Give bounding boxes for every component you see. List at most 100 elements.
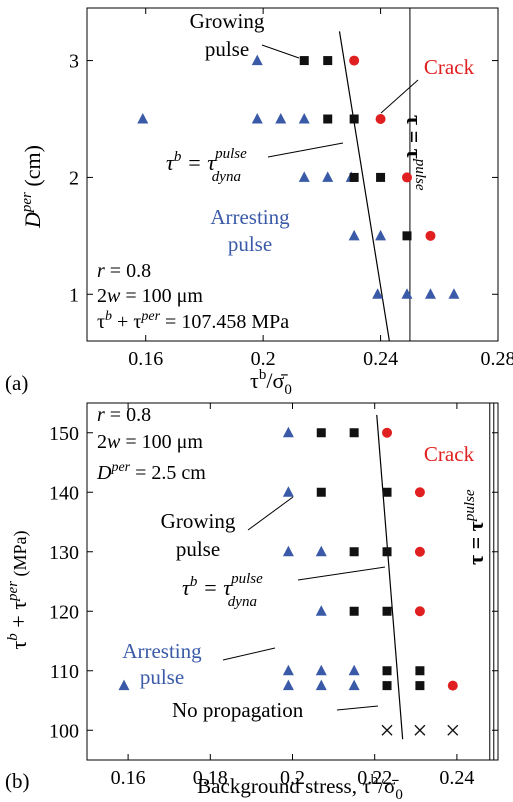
panel-b-boundary-line [376,414,404,740]
panel-b-arresting-label-1: Arresting [122,639,202,663]
panel-a-crack-point [425,230,436,241]
panel-b-label: (b) [5,769,30,793]
panel-b-crack-label: Crack [424,442,475,466]
panel-a: 0.16 0.2 0.24 0.28 1 2 3 Growing pulse Crack τ… [5,7,513,398]
panel-a-growing-pulse-point [349,114,359,124]
panel-b-arresting-pulse-point [282,679,294,691]
panel-a-boundary-label: τb = τpulse dyna [166,146,247,185]
panel-b-growing-label-2: pulse [176,537,220,561]
panel-b-arresting-pulse-point [282,664,294,676]
panel-b-growing-pulse-point [382,681,392,691]
panel-a-boundary-leader [267,142,344,158]
panel-a-ticks: 0.16 0.2 0.24 0.28 1 2 3 [69,8,513,370]
panel-b-growing-pulse-point [349,606,359,616]
panel-a-arresting-pulse-point [448,288,460,299]
panel-b-nopropagation-leader [336,705,379,711]
panel-b-growing-pulse-point [316,487,326,497]
panel-a-ytick-label: 3 [69,51,79,73]
panel-b-arresting-pulse-point [118,679,130,691]
panel-a-arresting-pulse-point [348,229,360,241]
panel-b-crack-point [382,427,393,438]
panel-a-arresting-pulse-point [137,113,149,124]
panel-b-vertical-label: τ = τpulse [462,489,488,565]
panel-b-marks [118,426,459,736]
panel-b-crack-point [414,546,425,557]
panel-a-growing-pulse-point [323,56,333,66]
panel-b-arresting-pulse-point [282,426,294,438]
panel-a-arresting-pulse-point [322,171,334,182]
panel-b-param-w: 2w = 100 μm [97,431,203,453]
panel-b-param-d: Dper = 2.5 cm [96,460,206,484]
panel-a-param-r: r = 0.8 [97,260,151,282]
panel-b-growing-leader [247,496,294,531]
panel-a-arresting-pulse-point [251,54,263,66]
panel-b-ytick-label: 140 [49,482,79,504]
panel-a-crack-leader [380,79,419,114]
panel-a-arresting-pulse-point [375,229,387,241]
panel-b-no-propagation-point [447,724,459,736]
panel-a-arresting-pulse-point [401,288,413,299]
panel-a-ytick-label: 1 [69,284,79,306]
panel-a-arresting-pulse-point [372,288,384,299]
panel-a-crack-label: Crack [424,55,475,79]
panel-b-ytick-label: 150 [49,423,79,445]
panel-a-growing-pulse-point [323,114,333,124]
panel-b-xtick-label: 0.16 [111,767,146,789]
panel-a-growing-leader [261,44,300,59]
panel-a-arresting-label-2: pulse [228,232,272,256]
panel-b-growing-pulse-point [349,428,359,438]
panel-a-xtick-label: 0.28 [481,348,513,370]
panel-b-arresting-pulse-point [315,545,327,557]
panel-b: 0.16 0.18 0.2 0.22 0.24 100 110 120 130 140 150 r … [5,402,499,802]
panel-b-arresting-label-2: pulse [140,665,184,689]
panel-a-growing-pulse-point [299,56,309,66]
panel-b-growing-pulse-point [415,681,425,691]
panel-b-arresting-pulse-point [282,545,294,557]
panel-a-ylabel: Dper (cm) [19,145,45,229]
panel-a-arresting-pulse-point [298,113,310,124]
panel-a-xlabel: τb/σ̄0 [250,367,292,398]
panel-b-ytick-label: 100 [49,720,79,742]
panel-b-growing-pulse-point [382,487,392,497]
panel-b-xlabel: Background stress, τb/σ̄0 [197,772,403,802]
panel-b-xtick-label: 0.24 [439,767,474,789]
panel-b-ylabel: τb + τper (MPa) [5,530,31,649]
panel-b-arresting-pulse-point [348,679,360,691]
panel-b-arresting-leader [222,647,276,661]
panel-b-growing-pulse-point [415,666,425,676]
panel-b-nopropagation-label: No propagation [172,698,304,722]
panel-b-boundary-leader [297,566,386,581]
panel-a-xtick-label: 0.24 [363,348,398,370]
panel-b-param-r: r = 0.8 [97,404,151,426]
panel-a-growing-pulse-point [349,172,359,182]
panel-b-growing-pulse-point [316,428,326,438]
panel-a-arresting-label-1: Arresting [210,205,290,229]
panel-a-ytick-label: 2 [69,167,79,189]
panel-b-no-propagation-point [414,724,426,736]
panel-b-crack-point [414,606,425,617]
panel-b-ytick-label: 120 [49,601,79,623]
panel-a-growing-pulse-point [402,231,412,241]
panel-a-boundary-line [338,31,390,342]
panel-a-marks [137,54,460,299]
panel-b-boundary-label: τb = τpulse dyna [182,571,263,610]
panel-b-ticks: 0.16 0.18 0.2 0.22 0.24 100 110 120 130 140 150 [49,403,498,789]
panel-a-axes-frame [86,7,499,342]
panel-a-param-w: 2w = 100 μm [97,285,203,307]
panel-a-growing-pulse-point [376,172,386,182]
panel-a-growing-label-2: pulse [205,37,249,61]
panel-b-growing-pulse-point [382,666,392,676]
panel-b-ytick-label: 110 [50,661,79,683]
panel-a-arresting-pulse-point [298,171,310,182]
panel-b-xtick-label: 0.22 [357,767,392,789]
panel-a-param-sum: τb + τper = 107.458 MPa [97,309,289,333]
panel-a-label: (a) [5,371,28,395]
panel-a-growing-label-1: Growing [190,9,265,33]
panel-b-growing-label-1: Growing [161,509,236,533]
panel-b-crack-point [414,487,425,498]
panel-a-crack-point [349,55,360,66]
panel-b-arresting-pulse-point [315,664,327,676]
panel-a-arresting-pulse-point [424,288,436,299]
panel-b-growing-pulse-point [382,547,392,557]
panel-a-crack-point [401,172,412,183]
